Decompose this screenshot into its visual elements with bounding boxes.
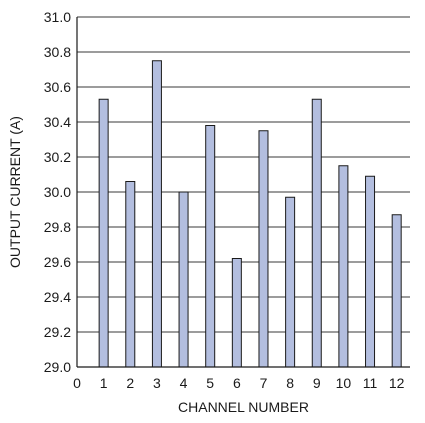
x-tick-label: 1 <box>100 375 108 391</box>
x-tick-label: 12 <box>389 375 405 391</box>
x-axis-label: CHANNEL NUMBER <box>178 399 309 415</box>
bar-channel-6 <box>231 258 242 368</box>
y-tick-label: 30.0 <box>44 184 71 200</box>
x-tick-label: 7 <box>260 375 268 391</box>
x-tick-label: 3 <box>153 375 161 391</box>
bar-channel-7 <box>258 130 269 368</box>
bars <box>98 60 402 368</box>
y-tick-label: 31.0 <box>44 9 71 25</box>
y-tick-label: 29.4 <box>44 289 71 305</box>
y-axis-label: OUTPUT CURRENT (A) <box>7 116 23 268</box>
x-tick-label: 6 <box>233 375 241 391</box>
x-tick-label: 11 <box>363 375 378 391</box>
bar-channel-10 <box>338 165 349 368</box>
x-tick-label: 5 <box>206 375 214 391</box>
y-tick-label: 30.6 <box>44 79 71 95</box>
y-tick-label: 29.2 <box>44 324 71 340</box>
bar-channel-9 <box>311 98 322 368</box>
x-tick-label: 2 <box>126 375 134 391</box>
bar-channel-4 <box>178 191 189 368</box>
x-tick-label: 8 <box>286 375 294 391</box>
bar-channel-1 <box>98 98 109 368</box>
bar-channel-12 <box>391 214 402 368</box>
y-tick-label: 29.6 <box>44 254 71 270</box>
bar-channel-8 <box>285 196 296 368</box>
x-tick-labels: 0 1 2 3 4 5 6 7 8 9 10 11 12 <box>73 375 405 391</box>
y-tick-label: 30.4 <box>44 114 71 130</box>
x-tick-label: 10 <box>336 375 352 391</box>
y-tick-labels: 29.0 29.2 29.4 29.6 29.8 30.0 30.2 30.4 30.6 30.8… <box>44 9 71 375</box>
y-tick-label: 29.0 <box>44 359 71 375</box>
bar-channel-3 <box>151 60 162 368</box>
y-tick-label: 29.8 <box>44 219 71 235</box>
bar-channel-5 <box>205 125 216 368</box>
bar-channel-11 <box>365 175 376 368</box>
x-tick-label: 9 <box>313 375 321 391</box>
x-tick-label: 4 <box>180 375 188 391</box>
bar-channel-2 <box>125 181 136 368</box>
x-tick-label: 0 <box>73 375 81 391</box>
y-tick-label: 30.2 <box>44 149 71 165</box>
axes <box>76 17 410 368</box>
y-tick-label: 30.8 <box>44 44 71 60</box>
